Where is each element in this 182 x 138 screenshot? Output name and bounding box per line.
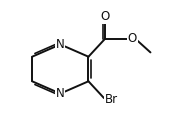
Text: N: N	[56, 38, 65, 51]
Text: O: O	[100, 10, 110, 23]
Text: Br: Br	[105, 93, 118, 106]
Text: O: O	[128, 32, 137, 45]
Text: N: N	[56, 87, 65, 100]
